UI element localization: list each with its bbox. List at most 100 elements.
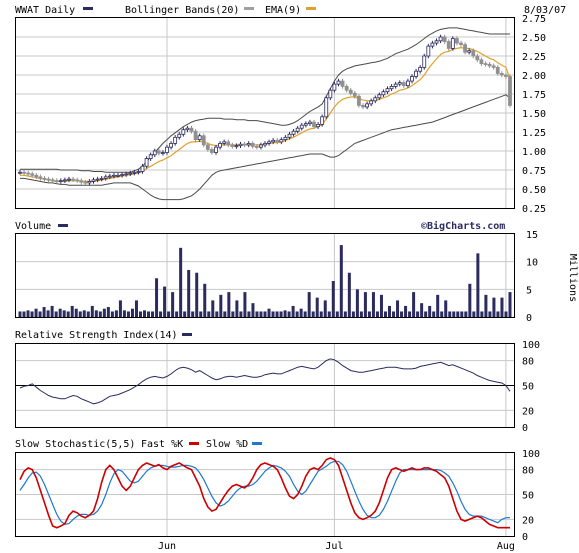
price-candle bbox=[508, 74, 512, 108]
ema-line bbox=[20, 46, 511, 182]
volume-bar bbox=[496, 311, 500, 317]
price-candle bbox=[344, 84, 349, 93]
candle-body bbox=[140, 165, 145, 172]
price-candle bbox=[316, 122, 320, 129]
volume-bar bbox=[191, 311, 195, 317]
volume-tick-label: 5 bbox=[526, 285, 532, 296]
candle-body bbox=[42, 177, 47, 180]
candle-body bbox=[487, 63, 492, 67]
price-candle bbox=[128, 170, 133, 177]
price-candle bbox=[369, 98, 374, 107]
volume-bar bbox=[444, 300, 448, 317]
volume-bar bbox=[231, 311, 235, 317]
volume-bar bbox=[331, 281, 335, 317]
volume-bar bbox=[460, 311, 464, 317]
volume-bar bbox=[404, 305, 408, 317]
volume-bar bbox=[147, 311, 151, 317]
candle-body bbox=[406, 80, 410, 87]
candle-body bbox=[369, 100, 374, 105]
price-candle bbox=[75, 177, 80, 183]
candle-body bbox=[91, 179, 96, 182]
candle-body bbox=[475, 55, 480, 61]
volume-bar bbox=[440, 311, 444, 317]
price-candle bbox=[67, 176, 71, 183]
candle-body bbox=[169, 142, 173, 148]
candle-body bbox=[459, 42, 463, 46]
rsi-title: Relative Strength Index(14) bbox=[15, 330, 178, 341]
candle-body bbox=[291, 130, 296, 135]
volume-bar bbox=[239, 311, 243, 317]
volume-y-axis: 15 10 5 0 bbox=[526, 230, 538, 324]
candle-body bbox=[271, 139, 276, 143]
volume-bar bbox=[243, 292, 247, 317]
stoch-tick-label: 0 bbox=[522, 532, 528, 543]
stoch-tick-label: 50 bbox=[522, 491, 534, 502]
candle-body bbox=[410, 76, 414, 82]
price-candle bbox=[430, 40, 435, 49]
candle-body bbox=[365, 103, 369, 108]
price-candle bbox=[214, 144, 218, 155]
volume-bar bbox=[151, 311, 155, 317]
slow-d-line bbox=[19, 460, 510, 526]
rsi-tick-label: 80 bbox=[522, 357, 534, 368]
volume-bar bbox=[456, 311, 460, 317]
price-candle bbox=[495, 65, 500, 76]
price-candle bbox=[99, 176, 104, 182]
volume-bar bbox=[90, 305, 94, 317]
candle-body bbox=[132, 171, 137, 174]
candle-body bbox=[254, 146, 259, 148]
price-candle bbox=[446, 39, 451, 51]
volume-bar bbox=[203, 283, 207, 317]
volume-bar bbox=[464, 311, 468, 317]
volume-bar bbox=[504, 311, 508, 317]
candle-body bbox=[299, 124, 304, 129]
price-candle bbox=[385, 86, 390, 94]
volume-bar bbox=[323, 300, 327, 317]
candle-body bbox=[328, 89, 333, 99]
candle-body bbox=[230, 144, 235, 147]
candle-body bbox=[312, 121, 316, 128]
volume-bar bbox=[259, 311, 263, 317]
volume-bar bbox=[66, 311, 70, 317]
price-candle bbox=[308, 119, 312, 126]
volume-bar bbox=[122, 310, 126, 317]
candle-body bbox=[161, 152, 165, 154]
volume-bar bbox=[50, 305, 54, 317]
price-candle bbox=[377, 92, 382, 101]
candle-body bbox=[222, 141, 227, 144]
candle-body bbox=[389, 86, 394, 90]
volume-bar bbox=[54, 311, 58, 317]
volume-bar bbox=[468, 283, 472, 317]
rsi-series-line bbox=[19, 358, 511, 405]
price-candle bbox=[112, 173, 116, 179]
rsi-line bbox=[19, 358, 511, 405]
candle-body bbox=[238, 143, 243, 147]
volume-bar bbox=[126, 311, 130, 317]
candle-body bbox=[316, 124, 320, 128]
price-candle bbox=[422, 53, 427, 70]
candle-body bbox=[303, 123, 308, 126]
price-candle bbox=[504, 72, 508, 79]
candle-body bbox=[324, 97, 329, 118]
volume-bar bbox=[98, 311, 102, 317]
slowd-legend-swatch bbox=[252, 442, 262, 445]
volume-bar bbox=[163, 286, 167, 317]
volume-bar bbox=[58, 308, 62, 317]
candle-body bbox=[455, 38, 459, 44]
candle-body bbox=[120, 174, 124, 176]
candle-body bbox=[201, 135, 206, 146]
candle-body bbox=[348, 89, 353, 94]
candle-body bbox=[197, 135, 202, 141]
candle-body bbox=[185, 127, 190, 131]
price-tick-label: 1.00 bbox=[522, 147, 546, 158]
price-candle bbox=[336, 78, 341, 87]
rsi-tick-label: 100 bbox=[522, 340, 540, 351]
candle-body bbox=[34, 174, 39, 178]
price-candle bbox=[124, 171, 129, 177]
price-tick-label: 0.75 bbox=[522, 166, 546, 177]
volume-bar bbox=[70, 305, 74, 317]
price-candle bbox=[246, 141, 251, 148]
candle-body bbox=[128, 172, 133, 175]
candle-body bbox=[107, 175, 112, 178]
volume-bar bbox=[339, 245, 343, 317]
